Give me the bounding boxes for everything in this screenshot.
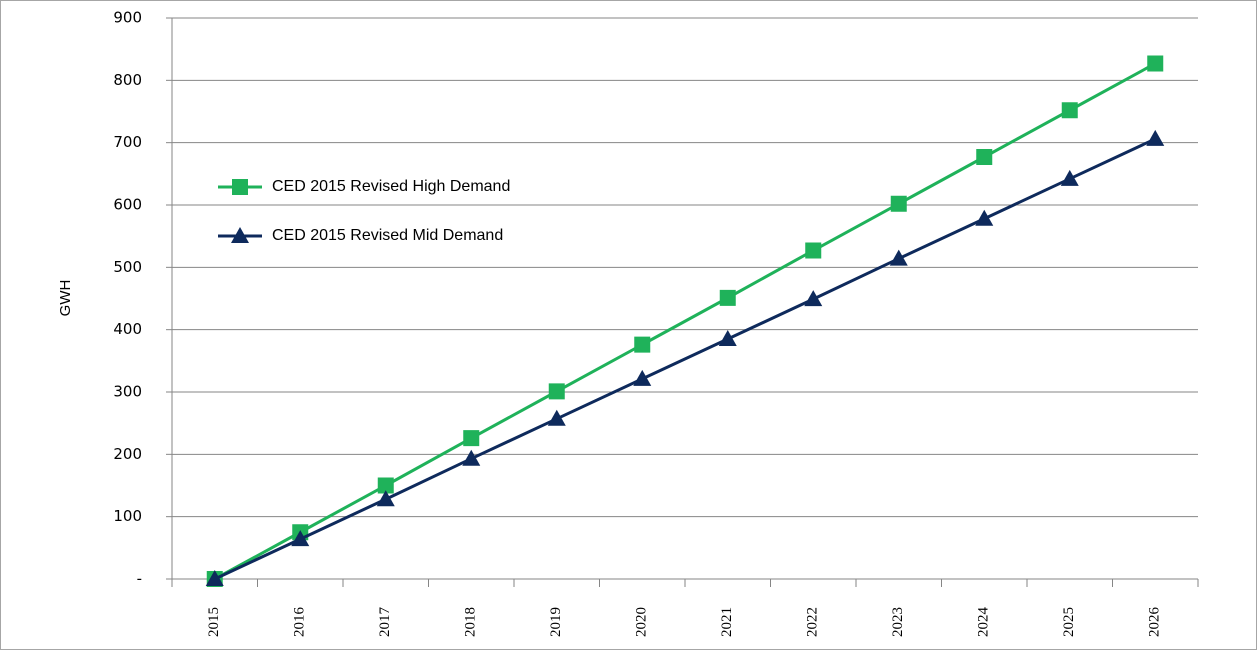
legend-label: CED 2015 Revised High Demand bbox=[272, 178, 510, 195]
y-tick-label: 900 bbox=[113, 9, 142, 27]
data-point bbox=[1061, 102, 1078, 119]
data-point bbox=[633, 369, 652, 386]
data-point bbox=[805, 242, 822, 259]
data-point bbox=[718, 330, 737, 347]
x-tick-label: 2017 bbox=[377, 607, 393, 638]
x-tick-label: 2024 bbox=[976, 607, 992, 638]
data-point bbox=[1147, 55, 1164, 72]
data-point bbox=[890, 195, 907, 212]
data-point bbox=[975, 209, 994, 226]
data-point bbox=[634, 336, 651, 353]
y-tick-label: - bbox=[137, 570, 142, 588]
x-tick-label: 2018 bbox=[463, 607, 479, 637]
x-tick-label: 2020 bbox=[634, 607, 650, 637]
y-tick-label: 300 bbox=[113, 383, 142, 401]
y-tick-label: 200 bbox=[113, 445, 142, 463]
data-point bbox=[291, 530, 310, 547]
y-tick-label: 700 bbox=[113, 133, 142, 151]
x-tick-label: 2015 bbox=[206, 607, 222, 637]
data-point bbox=[377, 477, 394, 494]
data-point bbox=[205, 570, 224, 586]
data-point bbox=[1060, 169, 1079, 186]
x-tick-label: 2026 bbox=[1147, 607, 1163, 638]
y-tick-label: 500 bbox=[113, 258, 142, 276]
data-point bbox=[463, 430, 480, 447]
y-tick-label: 800 bbox=[113, 71, 142, 89]
legend-label: CED 2015 Revised Mid Demand bbox=[272, 227, 503, 244]
data-point bbox=[976, 149, 993, 166]
series-line bbox=[214, 62, 1156, 581]
y-tick-label: 100 bbox=[113, 507, 142, 525]
legend-marker bbox=[232, 179, 248, 195]
data-point bbox=[376, 490, 395, 507]
data-point bbox=[1146, 129, 1165, 146]
data-point bbox=[719, 289, 736, 306]
series-line bbox=[214, 137, 1156, 581]
data-point bbox=[548, 383, 565, 400]
x-tick-label: 2023 bbox=[890, 607, 906, 637]
data-point bbox=[889, 249, 908, 266]
x-tick-label: 2021 bbox=[719, 607, 735, 637]
x-tick-label: 2016 bbox=[292, 607, 308, 638]
y-axis-label: GWH bbox=[57, 280, 74, 317]
legend-marker bbox=[231, 227, 249, 243]
x-tick-label: 2022 bbox=[805, 607, 821, 637]
data-point bbox=[547, 409, 566, 426]
y-tick-label: 400 bbox=[113, 320, 142, 338]
data-point bbox=[462, 449, 481, 466]
data-point bbox=[804, 290, 823, 307]
x-tick-label: 2019 bbox=[548, 607, 564, 637]
x-tick-label: 2025 bbox=[1061, 607, 1077, 637]
y-tick-label: 600 bbox=[113, 196, 142, 214]
